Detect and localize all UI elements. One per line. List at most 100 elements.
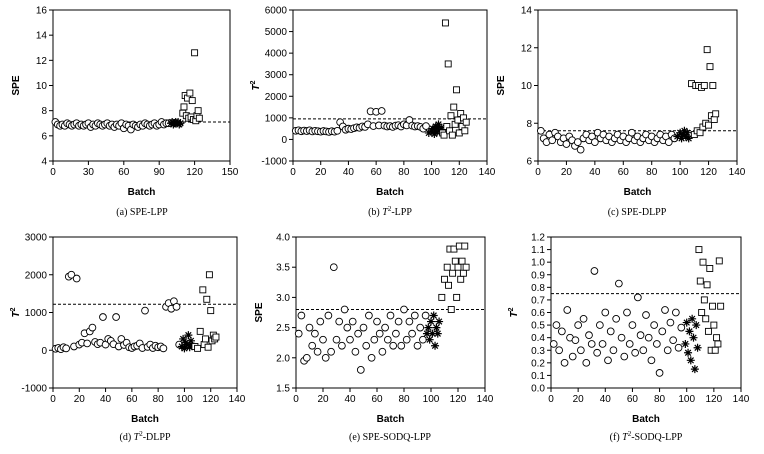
y-tick-label: 0.5 xyxy=(531,321,545,332)
data-point-circle xyxy=(305,323,314,332)
data-point-star xyxy=(176,119,185,128)
data-point-square xyxy=(448,131,456,139)
data-point-square xyxy=(709,302,716,310)
y-tick-label: 4.0 xyxy=(276,233,290,244)
data-point-square xyxy=(441,275,448,283)
x-tick-label: 100 xyxy=(678,394,695,405)
data-point-circle xyxy=(620,352,629,361)
data-point-square xyxy=(712,110,720,118)
data-point-circle xyxy=(62,344,70,353)
data-point-circle xyxy=(628,321,637,329)
y-tick-label: 0.3 xyxy=(531,346,545,357)
x-axis-label: Batch xyxy=(376,187,404,198)
y-axis-label: T2 xyxy=(10,307,22,317)
y-tick-label: 5000 xyxy=(265,27,288,38)
data-point-star xyxy=(179,334,188,343)
data-point-star xyxy=(185,343,194,352)
data-point-circle xyxy=(587,340,596,348)
y-tick-label: 2.5 xyxy=(276,323,290,334)
data-point-square xyxy=(713,334,721,342)
x-tick-label: 0 xyxy=(548,394,554,405)
x-tick-label: 20 xyxy=(315,167,327,178)
x-tick-label: 0 xyxy=(293,394,299,405)
x-axis-label: Batch xyxy=(131,414,159,425)
x-tick-label: 120 xyxy=(700,167,717,178)
data-point-square xyxy=(180,103,188,111)
data-point-square xyxy=(204,343,212,351)
data-point-square xyxy=(453,293,461,301)
data-point-circle xyxy=(365,311,373,320)
y-tick-label: 2000 xyxy=(25,270,48,281)
y-axis-label: T2 xyxy=(250,80,262,90)
data-point-square xyxy=(443,263,451,271)
data-point-square xyxy=(695,246,703,254)
y-tick-label: 0.7 xyxy=(531,295,545,306)
x-tick-label: 120 xyxy=(706,394,723,405)
data-point-square xyxy=(191,49,199,57)
data-point-circle xyxy=(672,308,680,317)
data-point-circle xyxy=(598,340,607,348)
y-tick-label: 1.1 xyxy=(531,245,545,256)
data-point-star xyxy=(433,329,442,338)
x-tick-label: 0 xyxy=(50,394,56,405)
data-point-circle xyxy=(627,128,636,137)
data-point-circle xyxy=(560,358,569,367)
data-point-circle xyxy=(669,336,677,345)
data-point-square xyxy=(444,60,452,68)
data-point-square xyxy=(696,277,704,285)
data-point-circle xyxy=(604,356,612,365)
data-point-star xyxy=(437,123,446,132)
data-point-circle xyxy=(615,279,623,288)
data-point-star xyxy=(683,128,692,137)
data-point-star xyxy=(180,344,189,353)
data-point-circle xyxy=(585,331,593,340)
x-tick-label: 140 xyxy=(729,167,746,178)
data-point-square xyxy=(203,295,211,303)
data-point-circle xyxy=(302,353,311,362)
y-tick-label: -1000 xyxy=(21,384,47,395)
data-point-square xyxy=(711,346,719,354)
data-point-square xyxy=(449,269,457,277)
data-point-circle xyxy=(316,317,325,326)
data-point-circle xyxy=(351,347,360,356)
data-point-circle xyxy=(394,317,403,326)
data-point-circle xyxy=(639,346,648,355)
data-point-star xyxy=(677,134,686,143)
y-tick-label: 6 xyxy=(526,157,532,168)
data-point-square xyxy=(457,275,465,283)
data-point-star xyxy=(693,343,702,352)
data-point-square xyxy=(461,127,469,135)
data-point-circle xyxy=(359,323,368,332)
panel-caption: (e) SPE-SODQ-LPP xyxy=(349,432,431,443)
data-point-square xyxy=(703,46,711,54)
y-tick-label: 1.2 xyxy=(531,233,545,244)
data-point-star xyxy=(422,329,431,338)
data-point-circle xyxy=(555,346,563,355)
data-point-circle xyxy=(536,126,545,135)
data-point-circle xyxy=(311,329,319,338)
y-tick-label: 0.6 xyxy=(531,308,545,319)
data-point-star xyxy=(690,365,699,374)
y-tick-label: 14 xyxy=(36,31,48,42)
y-axis-label: SPE xyxy=(496,75,507,95)
data-point-square xyxy=(445,281,452,289)
data-point-square xyxy=(212,333,220,341)
data-point-square xyxy=(706,63,714,71)
data-point-circle xyxy=(609,346,618,355)
data-point-star xyxy=(685,327,694,336)
data-point-square xyxy=(453,86,460,94)
plot-frame xyxy=(52,9,231,162)
x-tick-label: 80 xyxy=(646,167,658,178)
data-point-star xyxy=(435,317,444,326)
data-point-circle xyxy=(343,323,352,332)
plot-frame xyxy=(295,236,486,389)
x-tick-label: 120 xyxy=(450,394,467,405)
y-tick-label: 1.5 xyxy=(276,384,290,395)
chart-panel-3: 0 20 40 60 80 100 120 140 6 8 10 12 14 Batch SPE (c) SP… xyxy=(496,6,746,219)
y-tick-label: 0.4 xyxy=(531,333,545,344)
y-tick-label: 4 xyxy=(41,157,47,168)
x-tick-label: 20 xyxy=(317,394,329,405)
y-tick-label: 6 xyxy=(41,131,47,142)
y-tick-label: 12 xyxy=(36,56,48,67)
